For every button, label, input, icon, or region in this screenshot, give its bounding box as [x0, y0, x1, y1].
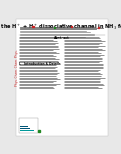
- Bar: [38, 130, 40, 132]
- Text: I.   Introduction & Details: I. Introduction & Details: [19, 62, 60, 66]
- Bar: [32, 26, 34, 27]
- Text: Phys. Chem. Chem. Phys.: Phys. Chem. Chem. Phys.: [15, 49, 19, 86]
- Bar: [54, 27, 55, 28]
- Text: Abstract: Abstract: [54, 36, 70, 40]
- Bar: [20, 128, 30, 129]
- Text: Photoelectron and fragmentation dynamics of the H$^+$ + H$^+$ dissociative chann: Photoelectron and fragmentation dynamics…: [0, 22, 121, 32]
- Bar: [71, 26, 72, 27]
- Bar: [19, 118, 38, 133]
- Bar: [98, 27, 99, 28]
- Bar: [20, 130, 34, 131]
- Bar: [20, 126, 27, 127]
